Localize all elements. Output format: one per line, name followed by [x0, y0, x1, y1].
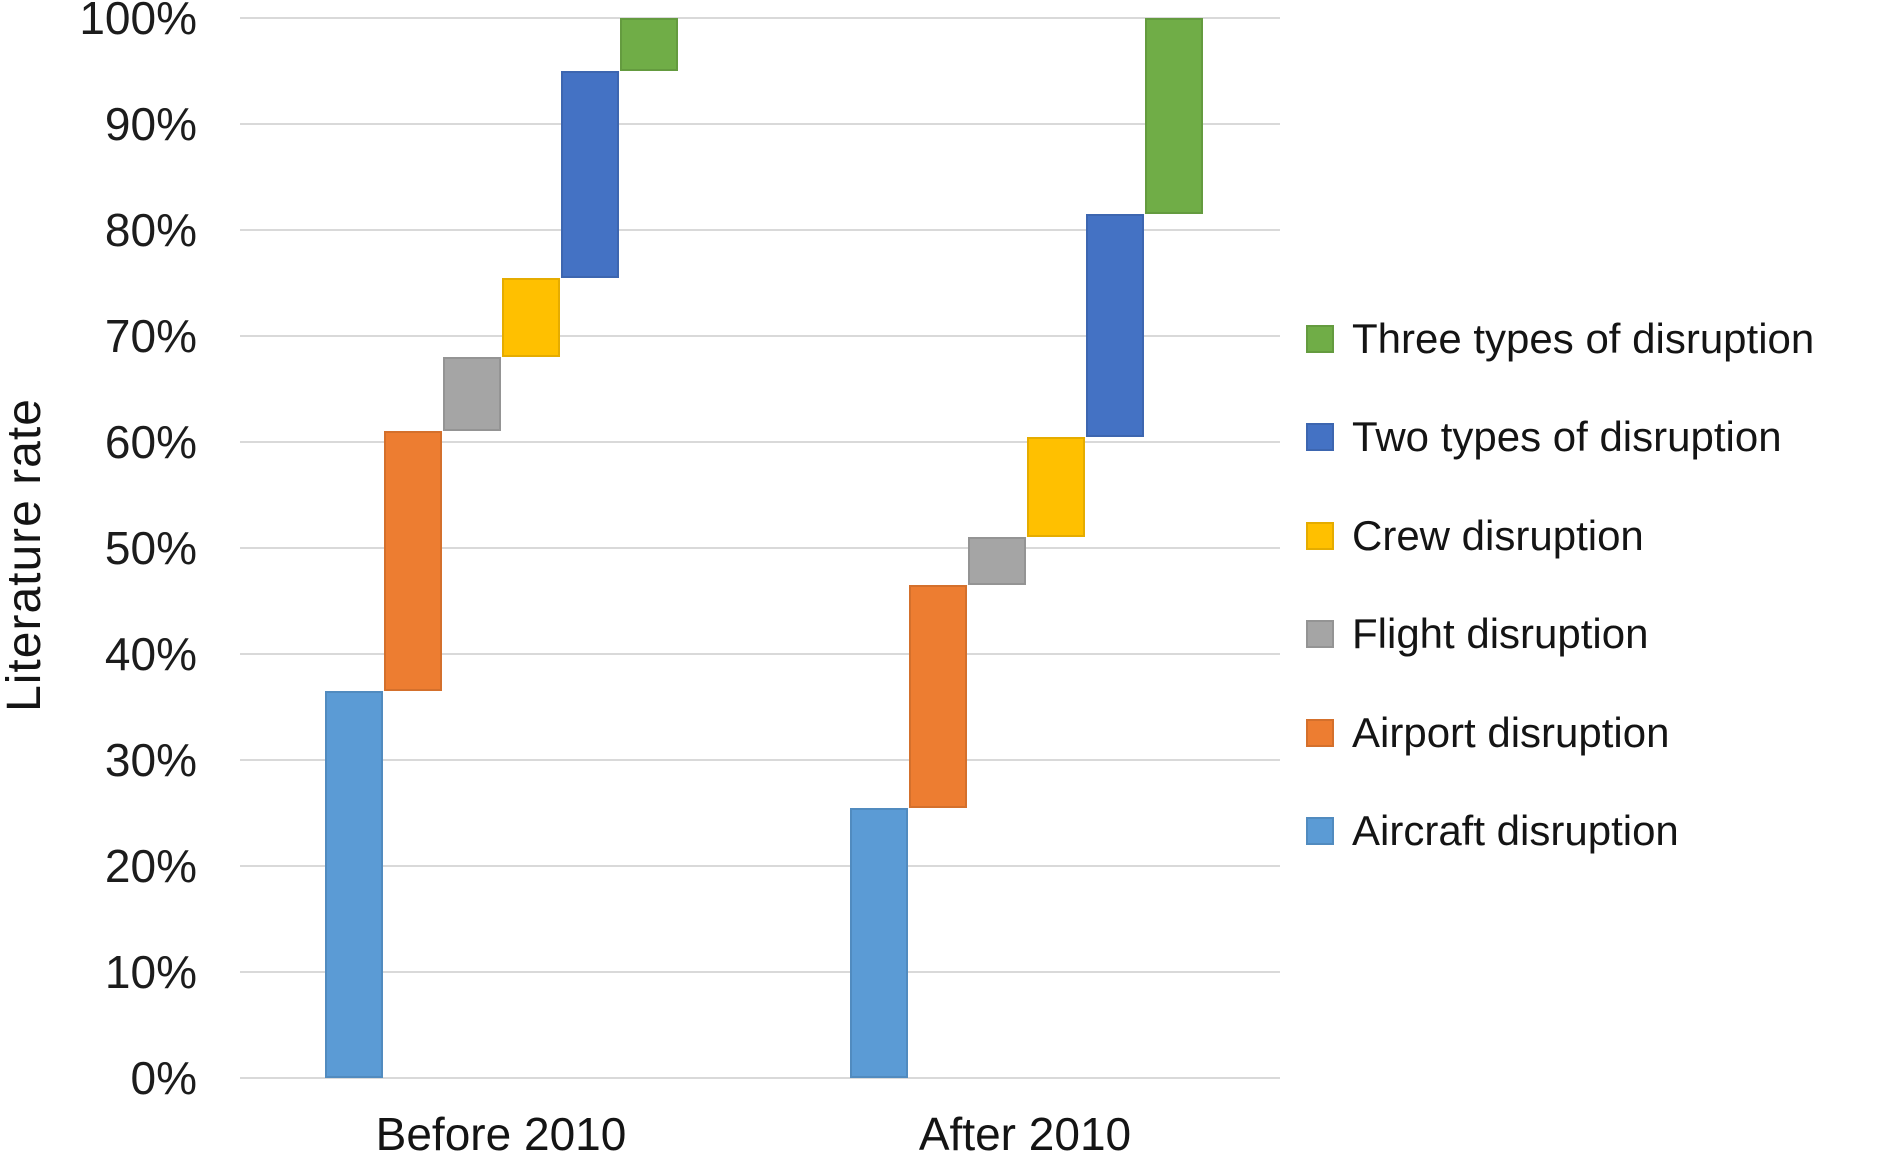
legend-label: Three types of disruption — [1352, 315, 1815, 362]
legend-item: Three types of disruption — [1306, 313, 1814, 365]
gridline-90 — [240, 123, 1280, 125]
legend-label: Crew disruption — [1352, 511, 1644, 559]
gridline-30 — [240, 759, 1280, 761]
legend-label: Flight disruption — [1352, 610, 1649, 658]
legend-label: Airport disruption — [1352, 708, 1670, 756]
legend-label: Two types of disruption — [1352, 413, 1782, 461]
legend-item: Airport disruption — [1306, 707, 1669, 759]
bar-segment — [1145, 18, 1203, 215]
legend-item: Crew disruption — [1306, 510, 1644, 562]
gridline-10 — [240, 971, 1280, 973]
legend-swatch-icon — [1306, 620, 1334, 649]
legend-swatch-icon — [1306, 325, 1334, 353]
bar-segment — [968, 537, 1026, 586]
bar-segment — [443, 357, 501, 432]
bar-segment — [620, 18, 678, 71]
bar-segment — [1027, 436, 1085, 538]
y-tick-label: 90% — [104, 98, 197, 150]
y-tick-label: 60% — [104, 416, 197, 468]
legend-swatch-icon — [1306, 423, 1334, 452]
legend-item: Aircraft disruption — [1306, 805, 1679, 857]
legend-label: Aircraft disruption — [1352, 807, 1679, 854]
legend-swatch-icon — [1306, 817, 1334, 845]
gridline-70 — [240, 335, 1280, 337]
y-tick-label: 40% — [104, 628, 197, 680]
gridline-60 — [240, 441, 1280, 443]
bar-segment — [1086, 214, 1144, 437]
y-tick-label: 20% — [104, 840, 197, 892]
x-category-label: Before 2010 — [375, 1108, 627, 1159]
gridline-20 — [240, 865, 1280, 867]
y-tick-label: 80% — [104, 204, 197, 256]
bar-segment — [561, 71, 619, 278]
bar-segment — [384, 431, 442, 692]
bar-segment — [325, 691, 383, 1078]
y-tick-label: 70% — [104, 310, 197, 362]
gridline-100 — [240, 17, 1280, 19]
y-tick-label: 100% — [79, 0, 197, 44]
legend-swatch-icon — [1306, 718, 1334, 747]
y-tick-label: 50% — [104, 522, 197, 574]
gridline-40 — [240, 653, 1280, 655]
gridline-80 — [240, 229, 1280, 231]
gridline-0 — [240, 1077, 1280, 1079]
y-tick-label: 10% — [104, 946, 197, 998]
legend-item: Two types of disruption — [1306, 411, 1782, 463]
bar-segment — [850, 807, 908, 1078]
x-category-label: After 2010 — [918, 1108, 1132, 1159]
bar-segment — [502, 277, 560, 358]
legend-item: Flight disruption — [1306, 608, 1648, 660]
gridline-50 — [240, 547, 1280, 549]
y-tick-label: 0% — [130, 1052, 197, 1104]
bar-segment — [909, 585, 967, 808]
legend-swatch-icon — [1306, 521, 1334, 550]
y-tick-label: 30% — [104, 734, 197, 786]
